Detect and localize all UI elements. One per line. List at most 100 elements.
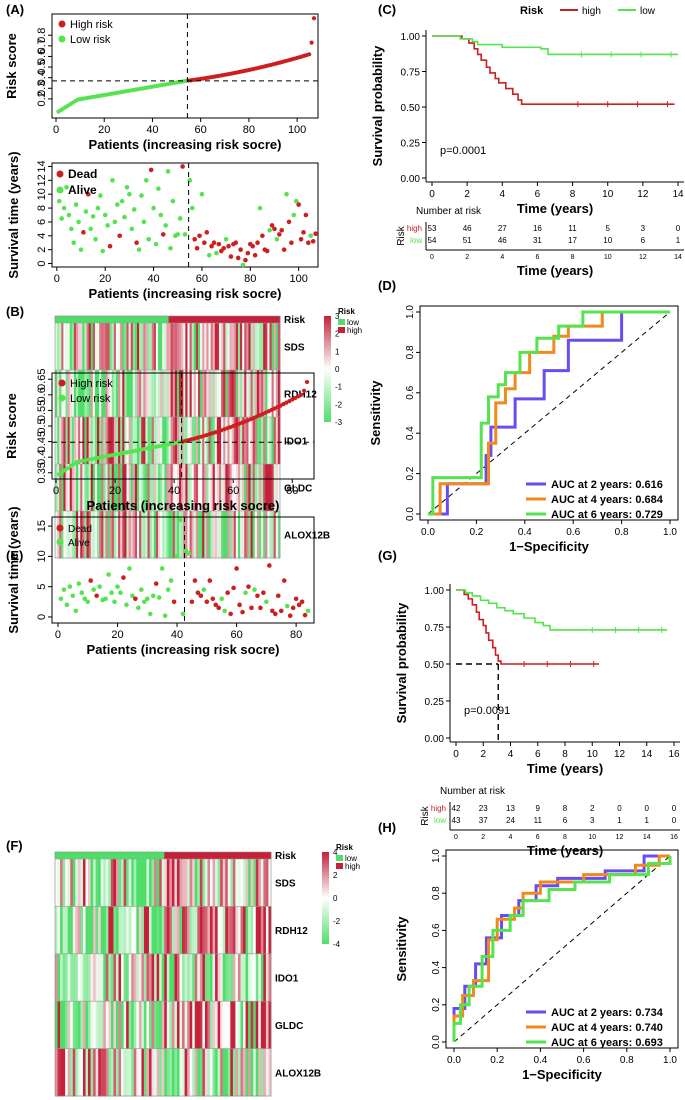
survival-point	[103, 596, 108, 602]
heatmap-cell	[210, 323, 214, 371]
risk-annotation-cell	[113, 852, 117, 859]
heatmap-cell	[105, 953, 109, 1002]
survival-point	[156, 186, 161, 191]
risk-annotation-cell	[110, 852, 114, 859]
survival-point	[296, 602, 302, 608]
heatmap-cell	[61, 417, 64, 465]
heatmap-cell	[171, 953, 175, 1002]
heatmap-cell	[225, 464, 228, 512]
risk-table-value: 24	[506, 816, 515, 825]
heatmap-cell	[227, 953, 231, 1002]
heatmap-cell	[90, 511, 94, 559]
heatmap-cell	[137, 323, 140, 371]
heatmap-cell	[245, 1048, 249, 1097]
heatmap-cell	[77, 859, 81, 907]
heatmap-cell	[70, 1048, 74, 1097]
survival-point	[278, 608, 284, 614]
heatmap-cell	[189, 1001, 193, 1049]
heatmap-cell	[77, 1001, 81, 1049]
heatmap-cell	[146, 1001, 150, 1049]
heatmap-cell	[164, 1048, 168, 1097]
heatmap-cell	[212, 953, 216, 1002]
risk-annotation-cell	[221, 316, 224, 323]
risk-annotation-cell	[113, 316, 117, 323]
heatmap-cell	[122, 464, 125, 512]
heatmap-cell	[72, 906, 76, 955]
heatmap-cell	[113, 953, 117, 1002]
heatmap-cell	[168, 511, 172, 559]
heatmap-cell	[149, 511, 153, 559]
heatmap-cell	[65, 370, 69, 418]
survival-point	[82, 596, 88, 602]
x-tick-label: 80	[244, 273, 256, 285]
heatmap-cell	[107, 511, 111, 559]
risk-annotation-cell	[202, 852, 206, 859]
survival-point	[204, 599, 210, 605]
heatmap-cell	[219, 417, 222, 465]
heatmap-cell	[120, 464, 123, 512]
heatmap-cell	[210, 1048, 213, 1097]
survival-point	[223, 236, 229, 242]
km-curve-high	[432, 35, 675, 105]
heatmap-cell	[90, 1048, 94, 1097]
heatmap-cell	[141, 953, 145, 1002]
legend-label: High risk	[70, 19, 113, 31]
risk-annotation-cell	[126, 316, 129, 323]
heatmap-cell	[242, 370, 245, 418]
risk-annotation-cell	[120, 316, 123, 323]
heatmap-cell	[57, 1048, 61, 1097]
heatmap-cell	[70, 1001, 74, 1049]
heatmap-cell	[263, 1001, 267, 1049]
x-tick-label: 16	[668, 749, 680, 760]
group-legend-label: low	[347, 318, 359, 327]
heatmap-cell	[82, 464, 85, 512]
survival-point	[264, 599, 269, 605]
color-scale-bar	[322, 852, 329, 944]
C_km-pvalue: p=0.0001	[440, 145, 486, 157]
heatmap-cell	[105, 323, 108, 371]
heatmap-cell	[168, 370, 172, 418]
heatmap-cell	[122, 370, 125, 418]
heatmap-cell	[124, 323, 127, 371]
diagonal-reference	[453, 855, 671, 1043]
heatmap-cell	[240, 323, 243, 371]
heatmap-cell	[160, 464, 163, 512]
heatmap-cell	[131, 1001, 135, 1049]
heatmap-cell	[194, 1048, 198, 1097]
x-tick-label: 0	[53, 485, 59, 497]
risk-annotation-cell	[237, 316, 241, 323]
risk-annotation-cell	[100, 852, 104, 859]
heatmap-cell	[220, 859, 224, 907]
survival-point	[106, 572, 111, 577]
heatmap-cell	[141, 464, 144, 512]
heatmap-cell	[95, 906, 99, 955]
heatmap-cell	[67, 1001, 71, 1049]
heatmap-cell	[88, 906, 91, 955]
heatmap-cell	[240, 906, 244, 955]
heatmap-cell	[88, 323, 92, 371]
heatmap-cell	[240, 511, 243, 559]
heatmap-cell	[126, 323, 129, 371]
heatmap-cell	[60, 1048, 64, 1097]
heatmap-cell	[260, 859, 264, 907]
heatmap-cell	[193, 370, 197, 418]
heatmap-cell	[166, 906, 170, 955]
heatmap-cell	[65, 953, 69, 1002]
risk-annotation-cell	[143, 316, 146, 323]
heatmap-cell	[176, 953, 180, 1002]
risk-table-value: 11	[534, 816, 543, 825]
heatmap-cell	[111, 464, 115, 512]
group-legend-swatch	[338, 327, 345, 333]
heatmap-cell	[153, 370, 157, 418]
risk-table-time: 10	[604, 254, 612, 261]
survival-point	[95, 205, 101, 211]
heatmap-cell	[271, 417, 275, 465]
gene-label: ALOX12B	[275, 1068, 321, 1079]
heatmap-cell	[71, 370, 75, 418]
heatmap-cell	[139, 370, 142, 418]
A_surv-points	[56, 164, 318, 268]
heatmap-cell	[243, 906, 246, 955]
risk-table-value: 2	[590, 804, 595, 813]
heatmap-cell	[250, 511, 254, 559]
